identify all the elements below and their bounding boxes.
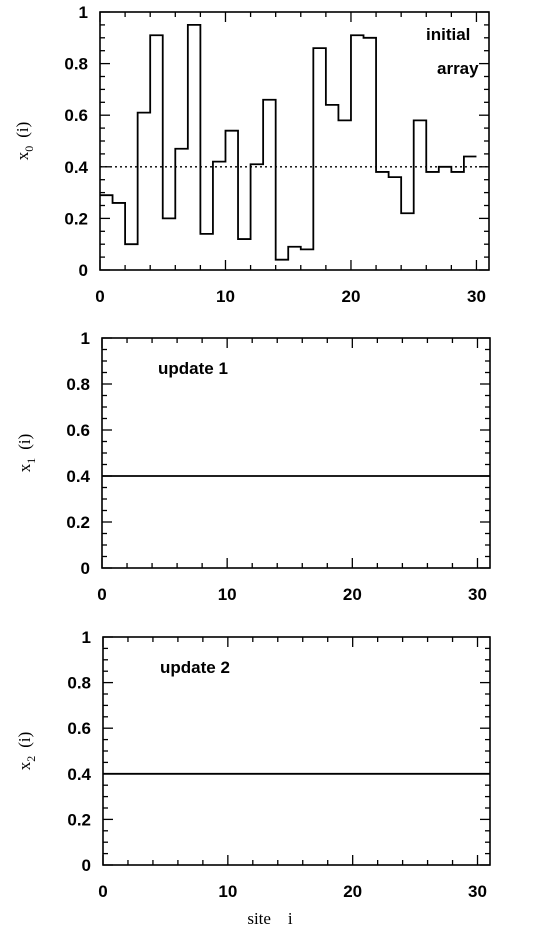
panel-1: 0 10 20 30 0 0.2 0.4 0.6 0.8 1 x0(i) initial array <box>13 3 490 306</box>
plot-frame <box>99 11 490 271</box>
y-tick-label: 0 <box>82 856 91 875</box>
y-tick-label: 0.2 <box>67 810 91 829</box>
panel-3: 0 10 20 30 0 0.2 0.4 0.6 0.8 1 x2(i) update 2 <box>15 628 491 901</box>
x-tick-label: 0 <box>97 585 106 604</box>
y-tick-label: 0.8 <box>67 674 91 693</box>
y-tick-label: 0.2 <box>66 513 90 532</box>
step-series <box>100 24 477 261</box>
y-axis-label: x0(i) <box>13 122 36 161</box>
x-axis-label: site i <box>247 909 293 928</box>
x-tick-label: 20 <box>343 585 362 604</box>
panel-annotation: update 2 <box>160 658 230 677</box>
y-tick-label: 0 <box>79 261 88 280</box>
y-tick-label: 0.8 <box>66 375 90 394</box>
x-tick-label: 10 <box>218 585 237 604</box>
panel-2: 0 10 20 30 0 0.2 0.4 0.6 0.8 1 x1(i) update 1 <box>15 329 491 604</box>
y-tick-label: 0.8 <box>64 55 88 74</box>
y-tick-label: 0.4 <box>64 158 88 177</box>
panel-annotation: array <box>437 59 479 78</box>
y-tick-label: 1 <box>81 329 90 348</box>
y-tick-label: 1 <box>82 628 91 647</box>
y-axis-label: x2(i) <box>15 732 38 771</box>
y-tick-label: 0.6 <box>67 719 91 738</box>
x-tick-label: 20 <box>343 882 362 901</box>
x-tick-label: 0 <box>98 882 107 901</box>
y-tick-label: 0.6 <box>64 106 88 125</box>
x-tick-label: 30 <box>467 287 486 306</box>
x-tick-label: 30 <box>468 585 487 604</box>
panel-annotation: initial <box>426 25 470 44</box>
y-tick-label: 0.2 <box>64 209 88 228</box>
x-tick-label: 20 <box>342 287 361 306</box>
panel-annotation: update 1 <box>158 359 228 378</box>
x-tick-label: 10 <box>218 882 237 901</box>
y-axis-label: x1(i) <box>15 434 38 473</box>
y-tick-label: 0.6 <box>66 421 90 440</box>
y-tick-label: 0.4 <box>66 467 90 486</box>
y-tick-label: 0 <box>81 559 90 578</box>
x-tick-label: 30 <box>468 882 487 901</box>
y-tick-label: 0.4 <box>67 765 91 784</box>
x-tick-label: 0 <box>95 287 104 306</box>
x-tick-label: 10 <box>216 287 235 306</box>
y-tick-label: 1 <box>79 3 88 22</box>
